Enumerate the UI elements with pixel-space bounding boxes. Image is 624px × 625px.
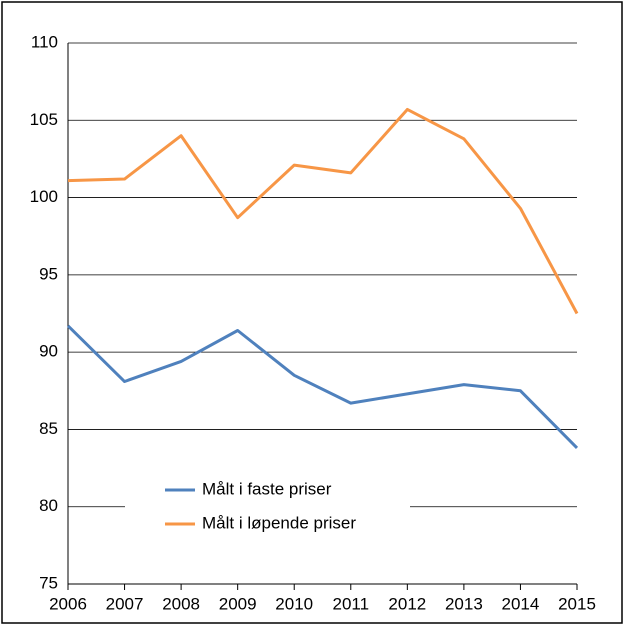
series-line	[67, 107, 579, 315]
x-tick-label: 2012	[388, 594, 426, 613]
x-tick-label: 2014	[502, 594, 540, 613]
x-tick-label: 2007	[106, 594, 144, 613]
y-tick-label: 100	[30, 187, 58, 206]
x-tick-label: 2015	[558, 594, 596, 613]
legend-label: Målt i løpende priser	[202, 513, 356, 532]
y-tick-label: 75	[39, 573, 58, 592]
legend-box	[125, 470, 410, 545]
y-tick-label: 110	[31, 32, 58, 51]
y-tick-label: 85	[39, 419, 58, 438]
x-tick-label: 2008	[162, 594, 200, 613]
x-tick-label: 2006	[49, 594, 87, 613]
y-tick-label: 90	[39, 342, 58, 361]
x-tick-label: 2010	[275, 594, 313, 613]
y-tick-label: 105	[30, 110, 58, 129]
y-tick-label: 95	[39, 264, 58, 283]
y-tick-label: 80	[39, 496, 58, 515]
x-tick-label: 2009	[219, 594, 257, 613]
x-tick-label: 2011	[332, 594, 369, 613]
legend-label: Målt i faste priser	[202, 479, 332, 498]
series-line	[66, 324, 579, 450]
x-tick-label: 2013	[445, 594, 483, 613]
